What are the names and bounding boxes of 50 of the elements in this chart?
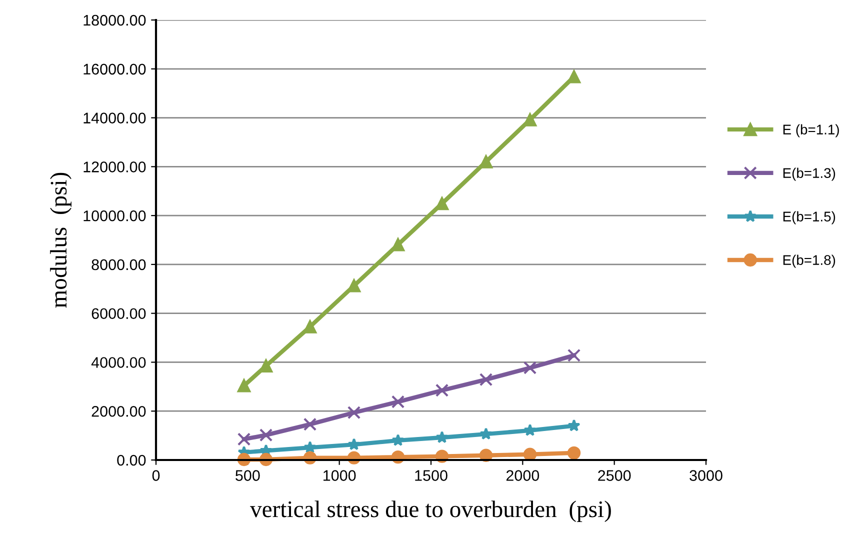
y-tick-label: 10000.00 bbox=[84, 210, 146, 222]
x-tick-label: 1500 bbox=[415, 470, 448, 481]
point bbox=[435, 196, 449, 210]
point bbox=[523, 448, 537, 461]
point bbox=[523, 113, 537, 126]
x-tick-label: 500 bbox=[236, 470, 260, 481]
point bbox=[479, 372, 493, 386]
point bbox=[347, 279, 361, 292]
y-tick-label: 16000.00 bbox=[84, 64, 146, 75]
point bbox=[480, 427, 492, 440]
point bbox=[391, 238, 405, 252]
point bbox=[479, 155, 493, 168]
y-tick-label: 18000.00 bbox=[84, 14, 146, 26]
point bbox=[392, 434, 404, 446]
point bbox=[524, 424, 536, 436]
legend-label: E(b=1.8) bbox=[783, 254, 836, 268]
point bbox=[568, 419, 580, 432]
y-tick-label: 0.00 bbox=[117, 454, 146, 466]
legend-label: E(b=1.3) bbox=[783, 168, 836, 181]
y-tick-label: 2000.00 bbox=[92, 406, 146, 417]
y-tick-label: 6000.00 bbox=[92, 308, 146, 320]
y-axis-title: modulus (psi) bbox=[50, 172, 72, 308]
point bbox=[435, 384, 449, 397]
point bbox=[523, 361, 537, 374]
x-tick-label: 2000 bbox=[506, 470, 540, 481]
point bbox=[436, 430, 448, 444]
point bbox=[304, 440, 316, 454]
point bbox=[391, 395, 405, 408]
point bbox=[259, 359, 273, 372]
point bbox=[303, 418, 317, 431]
point bbox=[567, 446, 581, 460]
x-axis-title: vertical stress due to overburden (psi) bbox=[250, 500, 611, 522]
x-tick-label: 0 bbox=[152, 470, 160, 481]
x-tick-label: 2500 bbox=[598, 470, 631, 481]
point bbox=[567, 70, 581, 84]
point bbox=[303, 320, 317, 334]
x-tick-label: 3000 bbox=[690, 470, 722, 481]
point bbox=[347, 406, 361, 420]
point bbox=[237, 432, 251, 446]
legend-label: E(b=1.5) bbox=[783, 211, 836, 224]
y-tick-label: 8000.00 bbox=[92, 259, 146, 270]
x-tick-label: 1000 bbox=[324, 470, 356, 481]
point bbox=[348, 438, 360, 450]
y-tick-label: 12000.00 bbox=[84, 162, 146, 172]
y-tick-label: 4000.00 bbox=[91, 357, 146, 368]
point bbox=[237, 379, 251, 392]
point bbox=[567, 348, 581, 362]
point bbox=[259, 428, 273, 442]
legend-label: E (b=1.1) bbox=[783, 124, 839, 138]
y-tick-label: 14000.00 bbox=[84, 112, 146, 124]
